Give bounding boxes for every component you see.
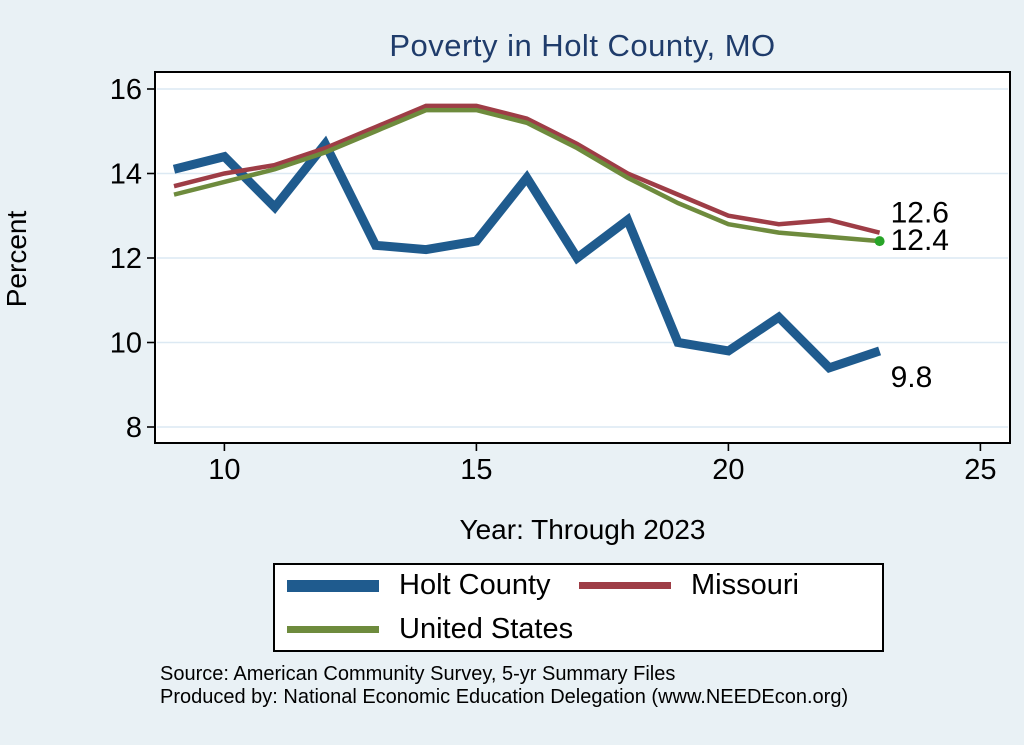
x-axis-title: Year: Through 2023: [459, 514, 706, 545]
legend-label-holt-county: Holt County: [399, 569, 551, 601]
legend-swatch-holt-county-icon: [287, 579, 379, 592]
x-tick-label-25: 25: [964, 454, 996, 486]
legend-label-united-states: United States: [399, 613, 574, 645]
source-note: Source: American Community Survey, 5-yr …: [160, 663, 676, 685]
legend-label-missouri: Missouri: [691, 569, 799, 601]
notes-block: Source: American Community Survey, 5-yr …: [160, 663, 848, 709]
y-tick-label-16: 16: [110, 74, 142, 106]
legend-item-united-states: United States: [287, 610, 579, 650]
legend-swatch-missouri-icon: [579, 582, 671, 589]
legend-box: Holt County Missouri United States: [273, 563, 884, 652]
legend-item-missouri: Missouri: [579, 566, 882, 606]
produced-by-note: Produced by: National Economic Education…: [160, 686, 849, 708]
series-line-holt-county: [172, 135, 882, 374]
y-tick-label-14: 14: [110, 159, 142, 191]
legend-swatch-united-states-icon: [287, 626, 379, 633]
y-tick-label-12: 12: [110, 243, 142, 275]
x-tick-label-15: 15: [460, 454, 492, 486]
page-title: Poverty in Holt County, MO: [389, 28, 776, 63]
end-marker-dot: [874, 236, 885, 247]
series-line-united-states: [173, 107, 880, 244]
y-tick-label-8: 8: [126, 412, 142, 444]
legend-item-holt-county: Holt County: [287, 566, 579, 606]
end-label-united-states: 12.4: [891, 224, 949, 257]
y-axis-title: Percent: [1, 210, 32, 308]
end-label-holt-county: 9.8: [891, 361, 933, 394]
end-label-missouri: 12.6: [891, 197, 949, 230]
series-line-missouri: [173, 103, 881, 235]
x-tick-label-20: 20: [712, 454, 744, 486]
y-tick-label-10: 10: [110, 328, 142, 360]
x-tick-label-10: 10: [208, 454, 240, 486]
